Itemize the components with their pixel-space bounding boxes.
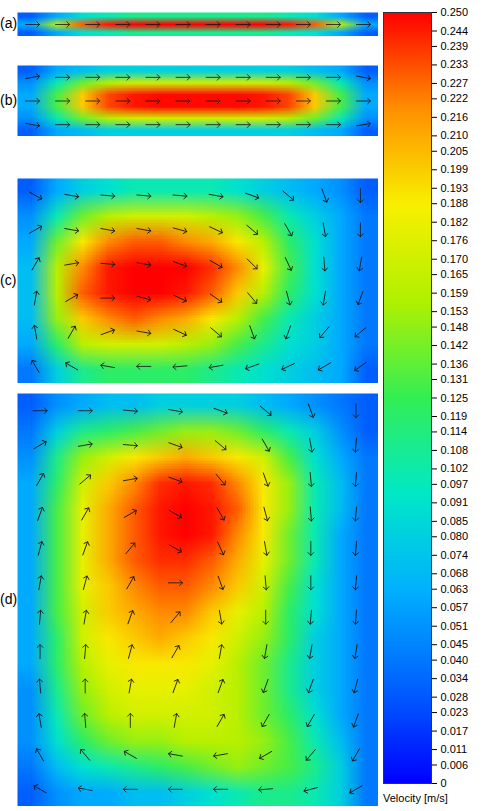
- svg-text:0.091: 0.091: [441, 496, 469, 508]
- svg-text:0.250: 0.250: [441, 6, 469, 18]
- svg-text:0.097: 0.097: [441, 478, 469, 490]
- svg-text:0.085: 0.085: [441, 515, 469, 527]
- svg-text:0.063: 0.063: [441, 583, 469, 595]
- svg-text:0.170: 0.170: [441, 253, 469, 265]
- svg-text:0.040: 0.040: [441, 654, 469, 666]
- svg-text:0.210: 0.210: [441, 129, 469, 141]
- svg-text:0.159: 0.159: [441, 287, 469, 299]
- svg-text:0.034: 0.034: [441, 672, 469, 684]
- svg-text:0.193: 0.193: [441, 182, 469, 194]
- svg-text:0.102: 0.102: [441, 462, 469, 474]
- svg-text:0.239: 0.239: [441, 40, 469, 52]
- svg-text:0.153: 0.153: [441, 305, 469, 317]
- svg-text:0: 0: [441, 777, 447, 789]
- svg-text:0.227: 0.227: [441, 77, 469, 89]
- svg-text:0.011: 0.011: [441, 743, 468, 755]
- svg-text:0.182: 0.182: [441, 216, 469, 228]
- svg-text:0.176: 0.176: [441, 234, 469, 246]
- svg-text:0.119: 0.119: [441, 410, 468, 422]
- svg-text:0.136: 0.136: [441, 358, 469, 370]
- svg-text:0.216: 0.216: [441, 111, 469, 123]
- html-text:(c): (c): [0, 271, 17, 288]
- svg-text:0.199: 0.199: [441, 163, 469, 175]
- svg-text:0.045: 0.045: [441, 638, 469, 650]
- svg-text:0.131: 0.131: [441, 373, 469, 385]
- svg-text:0.080: 0.080: [441, 530, 469, 542]
- svg-text:0.068: 0.068: [441, 567, 469, 579]
- html-text:(d): (d): [0, 590, 18, 607]
- svg-text:0.244: 0.244: [441, 25, 469, 37]
- svg-text:0.142: 0.142: [441, 339, 469, 351]
- svg-text:0.006: 0.006: [441, 759, 469, 771]
- svg-text:0.188: 0.188: [441, 197, 469, 209]
- html-text:Velocity [m/s]: Velocity [m/s]: [383, 792, 448, 804]
- svg-text:0.051: 0.051: [441, 620, 469, 632]
- svg-text:0.222: 0.222: [441, 92, 469, 104]
- html-text:(b): (b): [0, 91, 18, 108]
- html-text:(a): (a): [0, 15, 18, 31]
- svg-text:0.233: 0.233: [441, 58, 469, 70]
- svg-text:0.017: 0.017: [441, 725, 469, 737]
- svg-text:0.165: 0.165: [441, 268, 469, 280]
- svg-text:0.023: 0.023: [441, 706, 469, 718]
- svg-text:0.108: 0.108: [441, 444, 469, 456]
- svg-text:0.148: 0.148: [441, 321, 469, 333]
- svg-text:0.057: 0.057: [441, 601, 469, 613]
- svg-text:0.114: 0.114: [441, 425, 468, 437]
- svg-text:0.074: 0.074: [441, 549, 469, 561]
- svg-text:0.125: 0.125: [441, 392, 469, 404]
- svg-text:0.205: 0.205: [441, 145, 469, 157]
- svg-text:0.028: 0.028: [441, 691, 469, 703]
